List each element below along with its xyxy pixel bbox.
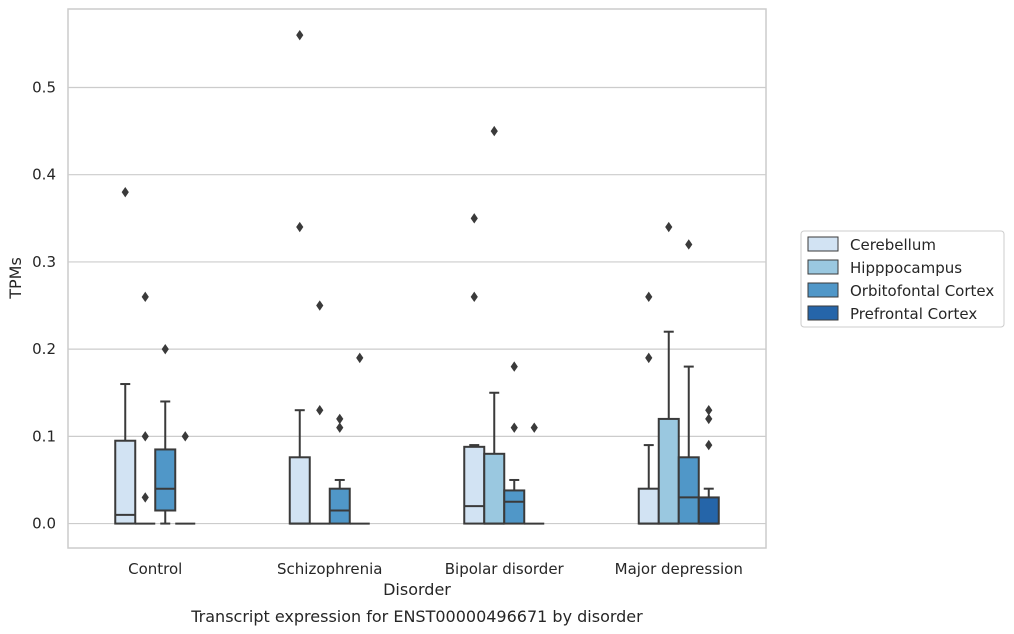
box-prefrontal-cortex [349,352,370,525]
chart-caption: Transcript expression for ENST0000049667… [190,607,643,626]
box-prefrontal-cortex [697,404,720,525]
legend-frame [800,230,1005,328]
outlier-point [470,213,478,224]
outlier-point [356,352,364,364]
outlier-point [705,404,713,416]
box-body [114,439,137,525]
legend-swatch [807,282,839,298]
legend-label: Prefrontal Cortex [850,305,977,323]
y-tick-label: 0.0 [32,515,56,533]
outlier-point [490,125,498,137]
x-tick-label: Schizophrenia [277,560,382,578]
x-tick-label: Major depression [615,560,743,578]
y-tick-label: 0.3 [32,253,56,271]
x-axis-label: Disorder [383,580,451,599]
outlier-point [510,422,518,433]
legend: Cerebellum Hipppocampus Orbitofontal Corte… [800,230,1005,328]
box-body [328,487,351,525]
legend-label: Cerebellum [850,236,936,254]
x-tick-label: Control [128,560,182,578]
box-body [677,456,700,525]
outlier-point [296,29,304,41]
box-cerebellum [288,29,311,525]
outlier-point [121,186,129,198]
box-orbitofontal-cortex [328,413,351,525]
plot-frame [67,8,767,549]
y-tick-labels: 0.0 0.1 0.2 0.3 0.4 0.5 [32,78,56,532]
box-cerebellum [114,186,137,525]
outlier-point [705,439,713,451]
outlier-point [141,291,149,303]
box-body [637,487,660,525]
box-orbitofontal-cortex [677,239,700,525]
box-hipppocampus [135,291,156,525]
box-body [483,452,506,525]
outlier-point [161,343,169,355]
outlier-point [336,422,344,433]
box-prefrontal-cortex [175,431,196,525]
box-body [697,496,720,525]
outlier-point [665,221,673,233]
y-axis-label: TPMs [6,257,25,300]
box-prefrontal-cortex [524,422,545,525]
outlier-point [296,221,304,233]
outlier-point [181,431,189,442]
y-tick-label: 0.4 [32,166,56,184]
x-tick-label: Bipolar disorder [445,560,565,578]
box-groups [114,29,720,525]
y-tick-label: 0.5 [32,78,56,96]
outlier-point [470,291,478,303]
outlier-point [141,492,149,503]
outlier-point [510,361,518,372]
box-orbitofontal-cortex [154,343,177,525]
legend-swatch [807,305,839,321]
outlier-point [685,239,693,250]
y-tick-label: 0.1 [32,427,56,445]
box-body [288,456,311,525]
legend-swatch [807,259,839,275]
box-body [463,445,486,525]
outlier-point [645,291,653,303]
outlier-point [141,431,149,442]
outlier-point [316,300,324,311]
box-orbitofontal-cortex [503,361,526,525]
x-tick-labels: Control Schizophrenia Bipolar disorder Majo… [128,560,743,578]
outlier-point [336,413,344,425]
y-tick-label: 0.2 [32,340,56,358]
outlier-point [316,404,324,416]
box-body [503,489,526,525]
legend-label: Hipppocampus [850,259,962,277]
legend-label: Orbitofontal Cortex [850,282,994,300]
box-body [154,448,177,512]
box-hipppocampus [483,125,506,525]
box-body [657,417,680,525]
outlier-point [705,413,713,425]
outlier-point [645,352,653,364]
legend-swatch [807,236,839,252]
box-hipppocampus [309,300,330,525]
outlier-point [530,422,538,433]
